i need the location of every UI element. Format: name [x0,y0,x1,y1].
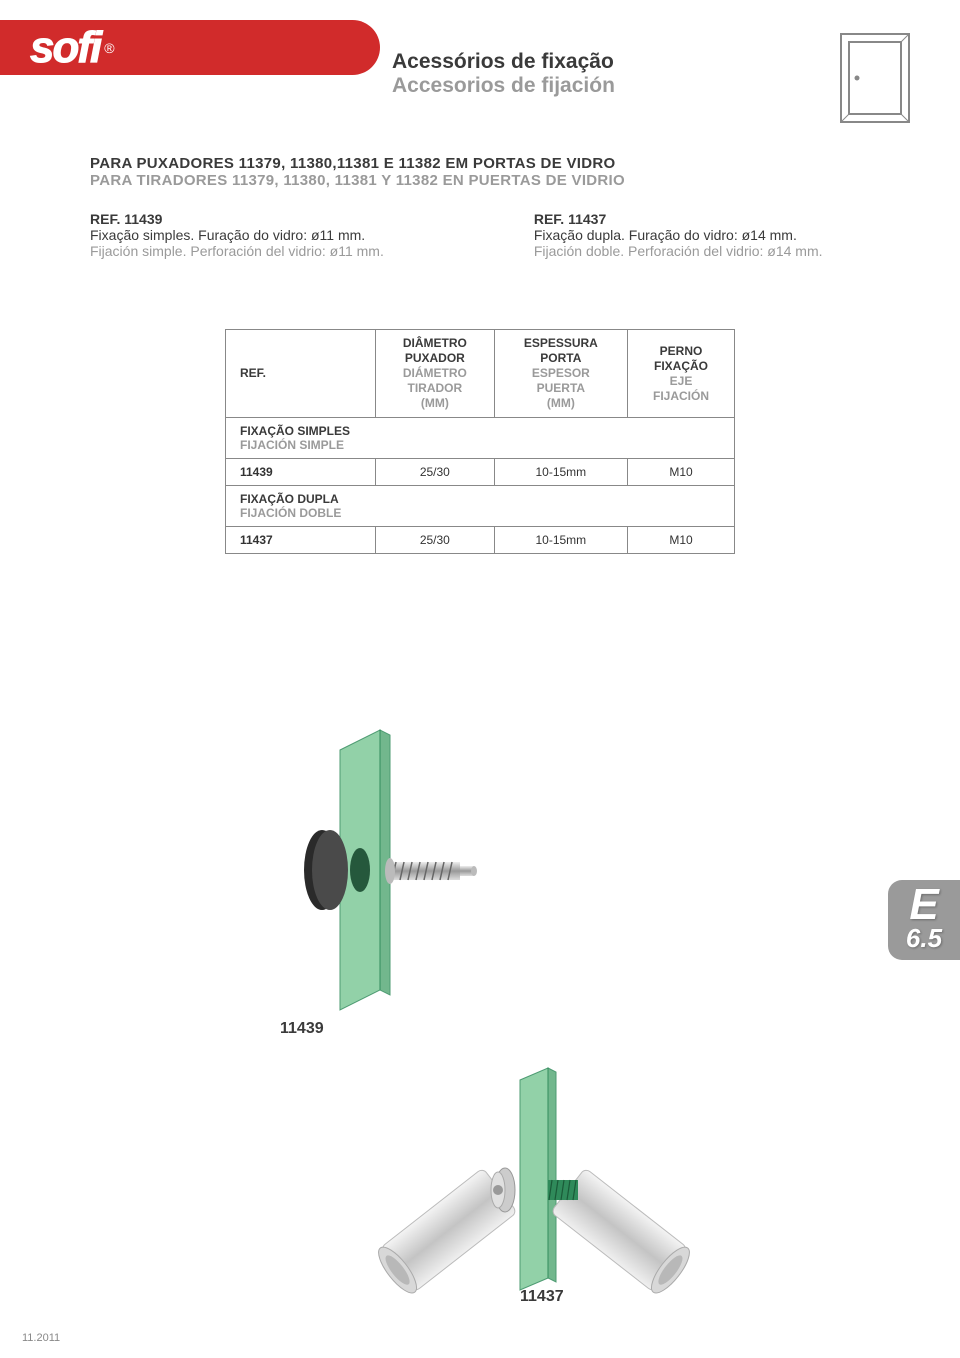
subtitle-es: PARA TIRADORES 11379, 11380, 11381 Y 113… [90,172,900,189]
section-tab: E 6.5 [888,880,960,960]
cell-bolt: M10 [628,459,735,486]
table-row: 11439 25/30 10-15mm M10 [226,459,735,486]
table-row: 11437 25/30 10-15mm M10 [226,527,735,554]
ref-desc-es: Fijación doble. Perforación del vidrio: … [534,243,823,259]
footer-date: 11.2011 [22,1332,60,1344]
table-section-simples: FIXAÇÃO SIMPLES FIJACIÓN SIMPLE [226,418,735,459]
figure-11437 [350,1060,730,1300]
ref-row: REF. 11439 Fixação simples. Furação do v… [90,211,900,259]
logo-trademark: ® [104,40,114,56]
th-thickness: ESPESSURAPORTA ESPESORPUERTA(MM) [494,330,627,418]
spec-table: REF. DIÂMETROPUXADOR DIÁMETROTIRADOR(MM)… [225,329,735,554]
table-header-row: REF. DIÂMETROPUXADOR DIÁMETROTIRADOR(MM)… [226,330,735,418]
ref-title: REF. 11437 [534,211,823,227]
cell-diameter: 25/30 [376,459,495,486]
title-pt: Acessórios de fixação [392,50,615,74]
figure-caption-11439: 11439 [280,1020,324,1038]
th-diameter: DIÂMETROPUXADOR DIÁMETROTIRADOR(MM) [376,330,495,418]
ref-desc-pt: Fixação simples. Furação do vidro: ø11 m… [90,227,384,243]
header-title: Acessórios de fixação Accesorios de fija… [392,50,615,98]
th-ref: REF. [226,330,376,418]
title-es: Accesorios de fijación [392,74,615,98]
ref-title: REF. 11439 [90,211,384,227]
ref-desc-pt: Fixação dupla. Furação do vidro: ø14 mm. [534,227,823,243]
cell-diameter: 25/30 [376,527,495,554]
header-brand-bar: sofi ® [0,20,380,75]
content: PARA PUXADORES 11379, 11380,11381 E 1138… [90,155,900,554]
ref-desc-es: Fijación simple. Perforación del vidrio:… [90,243,384,259]
figure-11439 [190,720,550,1020]
tab-letter: E [909,886,938,923]
cell-thickness: 10-15mm [494,527,627,554]
th-bolt: PERNOFIXAÇÃO EJEFIJACIÓN [628,330,735,418]
door-icon [835,28,915,128]
cell-bolt: M10 [628,527,735,554]
logo-text: sofi [30,23,100,73]
ref-block-11437: REF. 11437 Fixação dupla. Furação do vid… [534,211,823,259]
cell-thickness: 10-15mm [494,459,627,486]
cell-ref: 11437 [226,527,376,554]
cell-ref: 11439 [226,459,376,486]
subtitle-pt: PARA PUXADORES 11379, 11380,11381 E 1138… [90,155,900,172]
ref-block-11439: REF. 11439 Fixação simples. Furação do v… [90,211,384,259]
figure-caption-11437: 11437 [520,1288,564,1306]
table-section-dupla: FIXAÇÃO DUPLA FIJACIÓN DOBLE [226,486,735,527]
tab-number: 6.5 [906,923,942,954]
